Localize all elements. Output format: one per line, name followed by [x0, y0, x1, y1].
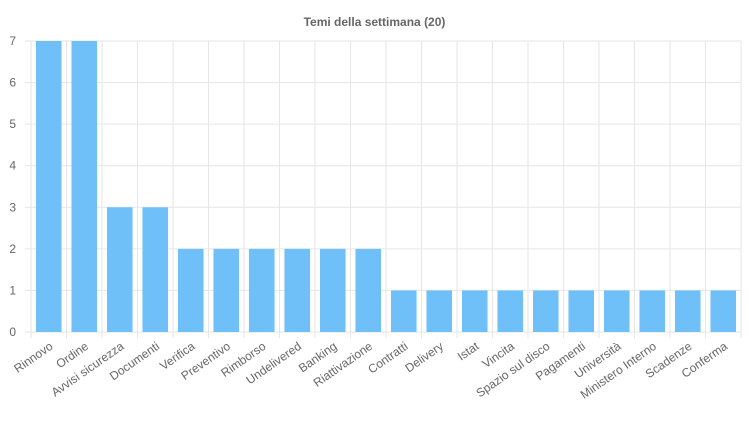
- x-tick-label: Contratti: [365, 339, 410, 376]
- y-tick-label: 1: [9, 283, 16, 297]
- bar[interactable]: [674, 290, 701, 332]
- bar[interactable]: [106, 207, 133, 332]
- bar[interactable]: [603, 290, 630, 332]
- bar[interactable]: [213, 248, 240, 332]
- bar[interactable]: [248, 248, 275, 332]
- bar[interactable]: [568, 290, 595, 332]
- y-tick-label: 0: [9, 325, 16, 339]
- y-tick-labels: 0 1 2 3 4 5 6 7: [9, 34, 16, 339]
- bar[interactable]: [142, 207, 169, 332]
- x-tick-label: Istat: [455, 339, 482, 364]
- bar[interactable]: [390, 290, 417, 332]
- y-tick-label: 2: [9, 242, 16, 256]
- bar[interactable]: [284, 248, 311, 332]
- bar-layer: [35, 41, 737, 332]
- bar[interactable]: [355, 248, 382, 332]
- bar[interactable]: [461, 290, 488, 332]
- y-tick-label: 4: [9, 159, 16, 173]
- y-tick-label: 5: [9, 117, 16, 131]
- y-tick-label: 3: [9, 200, 16, 214]
- bar[interactable]: [639, 290, 666, 332]
- bar[interactable]: [71, 41, 98, 332]
- y-tick-label: 7: [9, 34, 16, 48]
- y-tick-label: 6: [9, 76, 16, 90]
- bar[interactable]: [710, 290, 737, 332]
- bar[interactable]: [319, 248, 346, 332]
- bar[interactable]: [426, 290, 453, 332]
- bar[interactable]: [177, 248, 204, 332]
- x-tick-label: Rinnovo: [11, 339, 55, 376]
- x-tick-label: Delivery: [402, 339, 446, 375]
- bar[interactable]: [497, 290, 524, 332]
- grid-layer: [25, 40, 742, 338]
- bar[interactable]: [35, 41, 62, 332]
- chart-title: Temi della settimana (20): [303, 15, 446, 29]
- bar[interactable]: [532, 290, 559, 332]
